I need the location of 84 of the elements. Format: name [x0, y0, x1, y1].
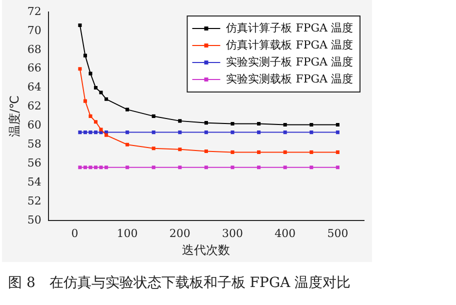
- point: [78, 23, 82, 28]
- point: [94, 166, 98, 170]
- point: [99, 130, 103, 134]
- point: [126, 108, 130, 112]
- point: [94, 130, 98, 134]
- x-tick-label: 200: [169, 226, 190, 240]
- point: [83, 54, 87, 58]
- point: [336, 122, 340, 126]
- point: [310, 122, 314, 126]
- point: [230, 130, 234, 134]
- x-tick-label: 400: [274, 226, 296, 240]
- point: [178, 119, 182, 123]
- point: [152, 130, 156, 134]
- legend-label: 仿真计算子板 FPGA 温度: [225, 21, 354, 34]
- point: [99, 128, 103, 132]
- point: [83, 166, 87, 170]
- point: [257, 150, 261, 154]
- point: [204, 130, 208, 134]
- y-tick-label: 66: [27, 62, 42, 75]
- point: [104, 97, 108, 101]
- legend-label: 仿真计算载板 FPGA 温度: [225, 38, 354, 52]
- point: [152, 146, 156, 150]
- point: [204, 166, 208, 170]
- point: [104, 133, 108, 137]
- point: [178, 166, 182, 170]
- x-tick-label: 100: [116, 226, 138, 240]
- point: [283, 122, 287, 126]
- point: [94, 120, 98, 124]
- point: [336, 150, 340, 154]
- point: [83, 130, 87, 134]
- caption: 图 8 在仿真与实验状态下载板和子板 FPGA 温度对比: [8, 274, 351, 292]
- point: [99, 90, 103, 94]
- point: [230, 166, 234, 170]
- point: [310, 166, 314, 170]
- y-tick-label: 70: [27, 24, 42, 37]
- point: [336, 166, 340, 170]
- point: [310, 150, 314, 154]
- point: [99, 166, 103, 170]
- legend-label: 实验实测载板 FPGA 温度: [226, 72, 354, 86]
- point: [88, 72, 92, 76]
- point: [178, 148, 182, 152]
- x-tick-label: 300: [222, 226, 243, 240]
- point: [78, 166, 82, 170]
- y-tick-label: 52: [27, 194, 42, 208]
- x-axis-title: 迭代次数: [182, 242, 230, 257]
- point: [310, 130, 314, 134]
- y-tick-label: 50: [27, 213, 42, 226]
- y-tick-label: 64: [27, 80, 42, 94]
- point: [88, 114, 92, 118]
- point: [126, 166, 130, 170]
- point: [152, 114, 156, 118]
- point: [204, 149, 208, 154]
- point: [257, 122, 261, 126]
- x-tick-label: 500: [327, 226, 348, 240]
- point: [126, 142, 130, 146]
- point: [78, 130, 82, 134]
- point: [204, 121, 208, 125]
- point: [94, 86, 98, 90]
- point: [230, 150, 234, 154]
- y-tick-label: 54: [27, 175, 42, 188]
- point: [126, 130, 130, 134]
- point: [83, 99, 87, 103]
- legend-label: 实验实测子板 FPGA 温度: [226, 55, 354, 68]
- point: [257, 130, 261, 134]
- x-tick-label: 0: [71, 226, 78, 240]
- y-tick-label: 68: [27, 42, 42, 56]
- y-tick-label: 58: [27, 137, 42, 150]
- point: [283, 130, 287, 134]
- point: [257, 166, 261, 170]
- y-tick-label: 72: [27, 4, 42, 18]
- point: [336, 130, 340, 134]
- point: [104, 166, 108, 170]
- y-tick-label: 60: [27, 118, 42, 132]
- point: [283, 166, 287, 170]
- y-axis-title: 温度/℃: [7, 95, 22, 137]
- point: [152, 166, 156, 170]
- point: [178, 130, 182, 134]
- point: [230, 122, 234, 126]
- point: [78, 67, 82, 71]
- point: [88, 166, 92, 170]
- y-tick-label: 62: [27, 100, 42, 113]
- point: [283, 150, 287, 154]
- point: [88, 130, 92, 134]
- y-tick-label: 56: [27, 156, 42, 170]
